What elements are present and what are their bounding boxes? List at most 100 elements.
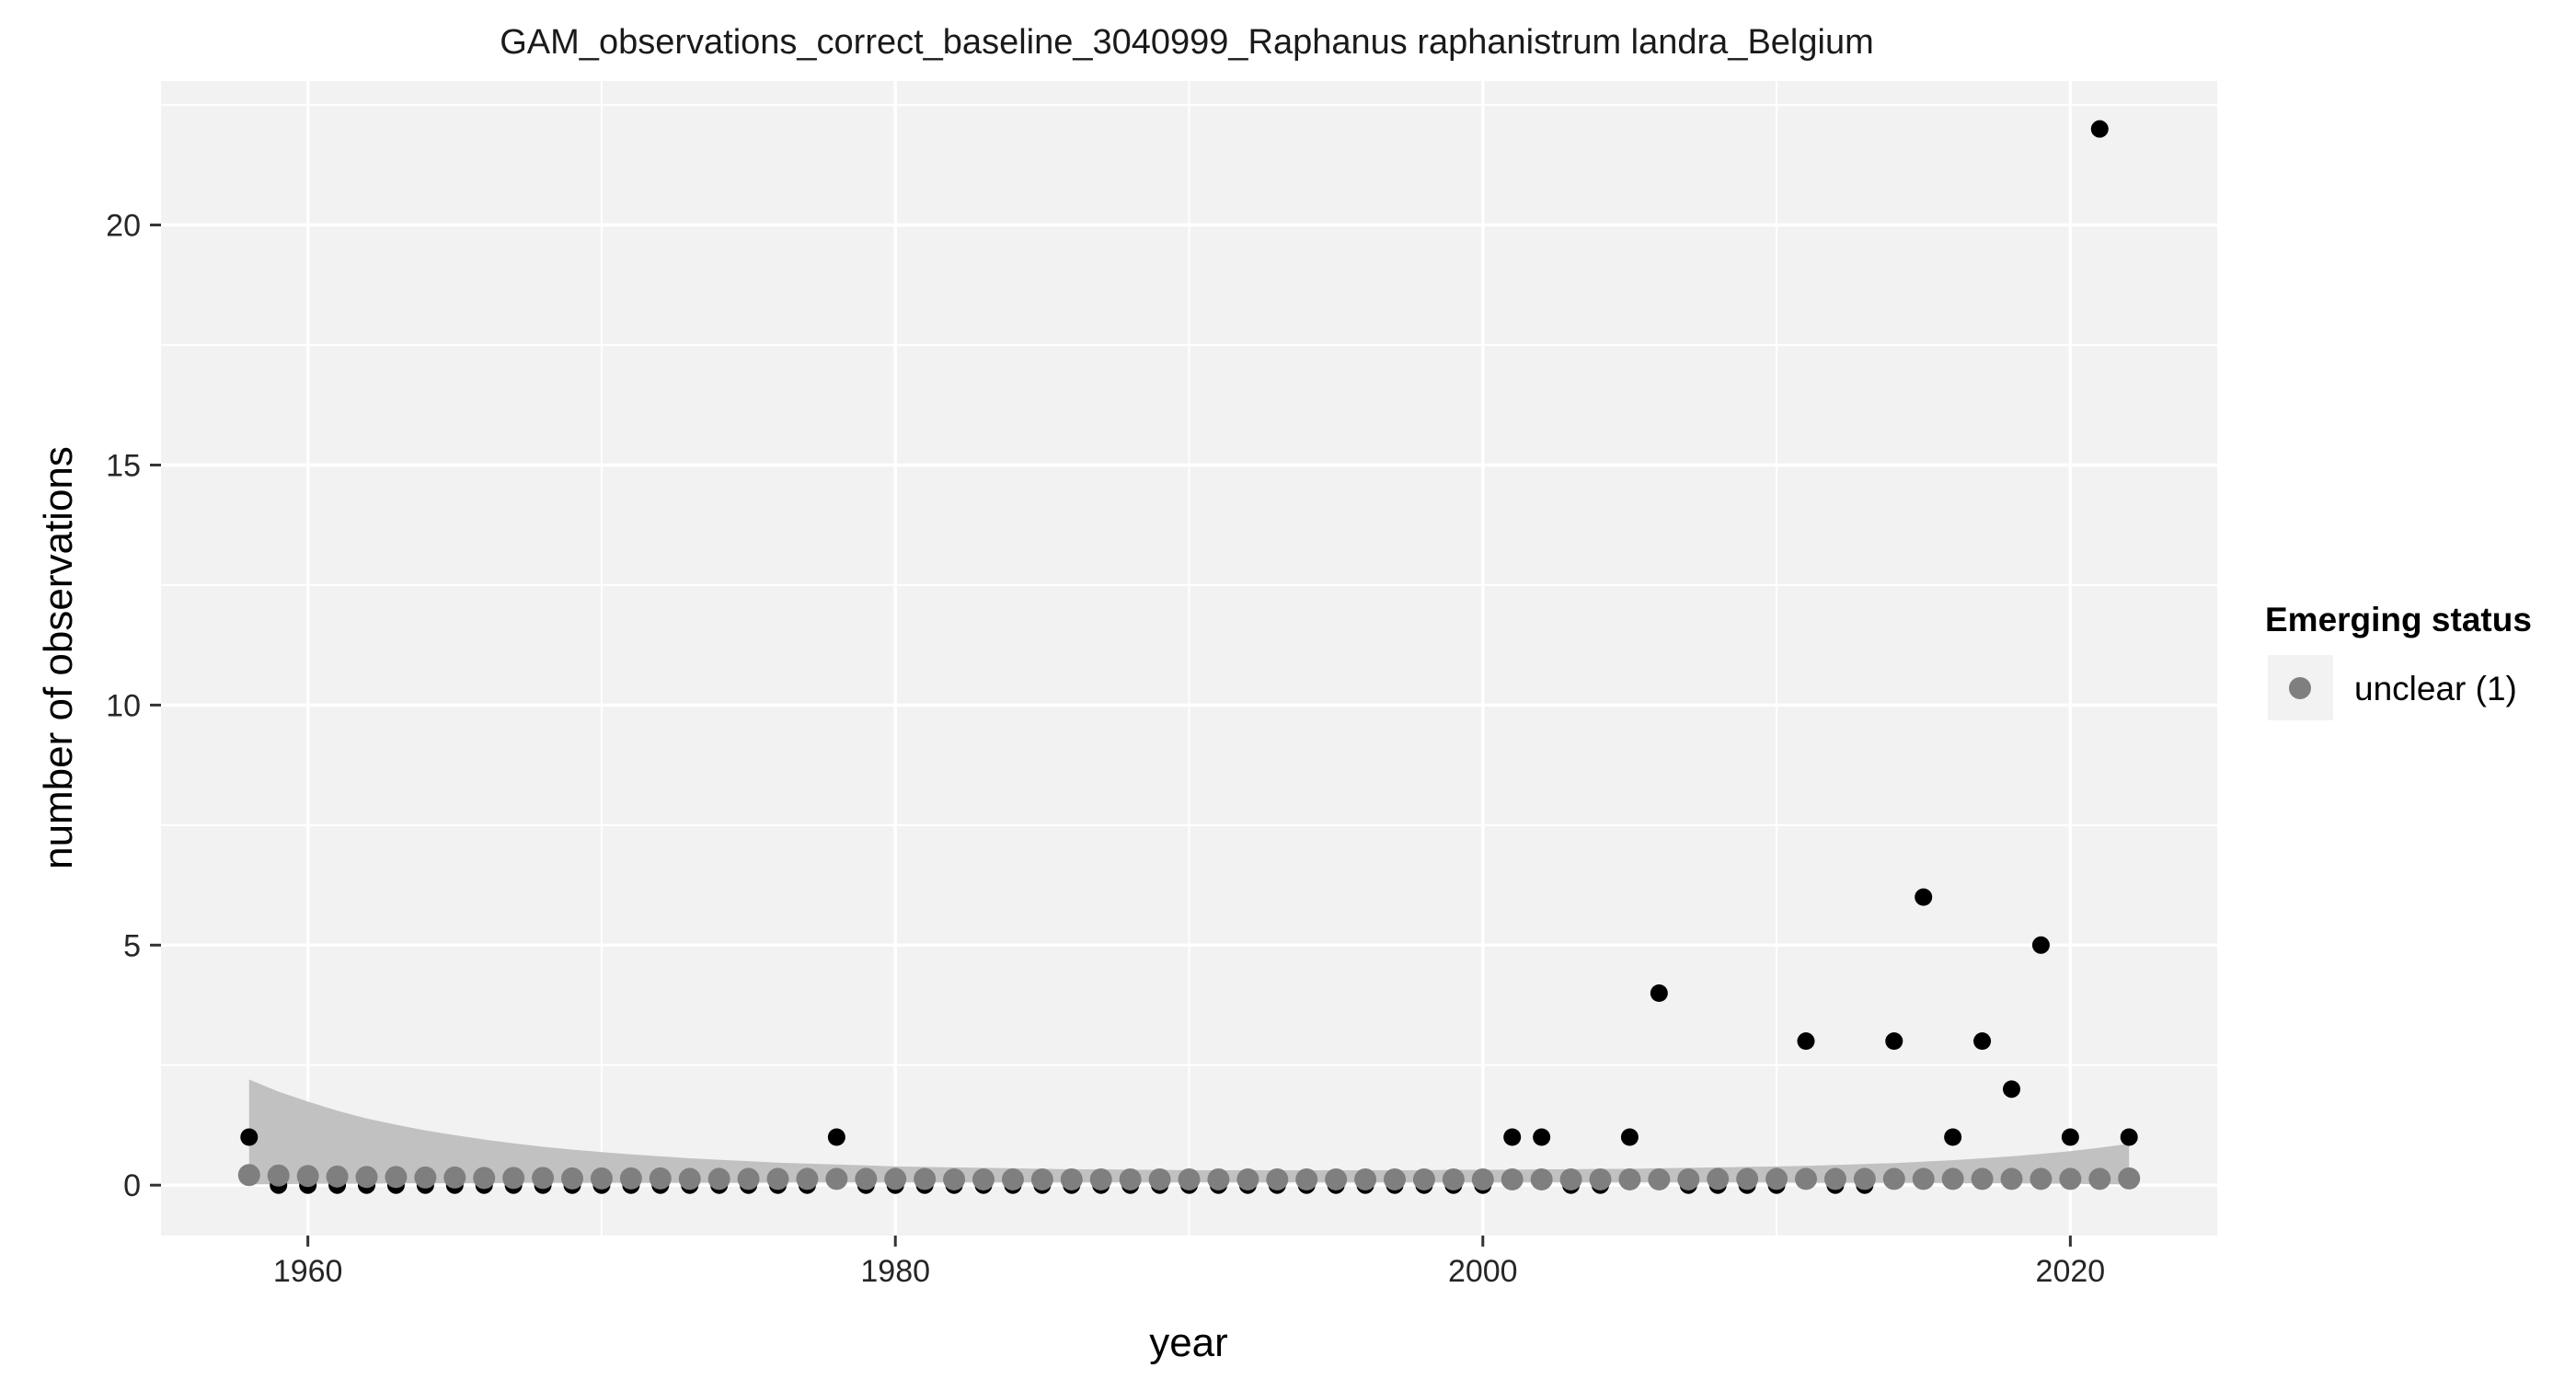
fitted-point <box>1266 1167 1289 1190</box>
fitted-point <box>1912 1167 1935 1190</box>
fitted-point <box>1941 1167 1964 1190</box>
legend-key-point <box>2289 677 2311 699</box>
fitted-point <box>943 1167 966 1190</box>
fitted-point <box>414 1166 437 1189</box>
legend-entry-label: unclear (1) <box>2354 670 2517 707</box>
fitted-point <box>1236 1167 1259 1190</box>
fitted-point <box>855 1167 878 1190</box>
fitted-point <box>649 1167 672 1190</box>
fitted-point <box>237 1164 260 1187</box>
fitted-point <box>884 1167 907 1190</box>
chart-title: GAM_observations_correct_baseline_304099… <box>500 23 1874 62</box>
fitted-point <box>1295 1167 1318 1190</box>
y-tick-label: 5 <box>123 928 141 963</box>
fitted-point <box>473 1167 496 1190</box>
observed-point <box>1797 1032 1815 1051</box>
fitted-point <box>267 1164 290 1187</box>
fitted-point <box>766 1167 789 1190</box>
fitted-point <box>1148 1167 1171 1190</box>
observed-point <box>2061 1128 2079 1146</box>
fitted-point <box>1501 1167 1524 1190</box>
observed-point <box>1944 1128 1962 1146</box>
fitted-point <box>2118 1167 2141 1190</box>
confidence-band-layer <box>248 1079 2130 1185</box>
observed-point <box>1885 1032 1903 1051</box>
fitted-point <box>590 1167 613 1190</box>
y-tick-label: 0 <box>123 1168 141 1203</box>
fitted-point <box>1795 1167 1817 1190</box>
legend-title: Emerging status <box>2265 601 2532 638</box>
fitted-point <box>678 1167 701 1190</box>
fitted-point <box>1853 1167 1876 1190</box>
fitted-point <box>1325 1167 1348 1190</box>
fitted-point <box>825 1167 848 1190</box>
x-tick-label: 1980 <box>860 1254 930 1289</box>
observed-point <box>1973 1032 1992 1051</box>
x-tick-label: 1960 <box>273 1254 343 1289</box>
fitted-point <box>296 1165 319 1188</box>
x-tick-label: 2020 <box>2036 1254 2106 1289</box>
fitted-point <box>1089 1167 1112 1190</box>
fitted-point <box>914 1167 937 1190</box>
fitted-point <box>1882 1167 1905 1190</box>
fitted-point <box>443 1166 466 1189</box>
legend: Emerging status unclear (1) <box>2265 601 2532 720</box>
fitted-point <box>1207 1167 1230 1190</box>
fitted-point <box>619 1167 642 1190</box>
y-axis-label: number of observations <box>36 446 81 869</box>
fitted-point <box>1707 1167 1730 1190</box>
y-tick-label: 15 <box>106 448 141 483</box>
fitted-point <box>1354 1167 1377 1190</box>
fitted-point <box>707 1167 730 1190</box>
fitted-point <box>796 1167 819 1190</box>
y-tick-label: 10 <box>106 688 141 723</box>
fitted-point <box>1736 1167 1759 1190</box>
fitted-point <box>1060 1167 1083 1190</box>
fitted-point <box>502 1167 525 1190</box>
fitted-points <box>237 1164 2141 1190</box>
observed-point <box>827 1128 845 1146</box>
fitted-point <box>1971 1167 1994 1190</box>
fitted-point <box>1677 1167 1700 1190</box>
fitted-point <box>1412 1167 1435 1190</box>
fitted-point <box>1530 1167 1553 1190</box>
fitted-point <box>1471 1167 1494 1190</box>
x-axis-label: year <box>1149 1320 1228 1365</box>
fitted-point <box>1618 1167 1641 1190</box>
fitted-point <box>532 1167 555 1190</box>
x-tick-label: 2000 <box>1448 1254 1518 1289</box>
observed-point <box>2090 120 2109 138</box>
observed-point <box>2120 1128 2138 1146</box>
fitted-point <box>1589 1167 1612 1190</box>
observed-point <box>1503 1128 1522 1146</box>
fitted-point <box>1765 1167 1788 1190</box>
fitted-point <box>737 1167 760 1190</box>
fitted-point <box>561 1167 583 1190</box>
fitted-point <box>1442 1167 1465 1190</box>
fitted-point <box>1001 1167 1024 1190</box>
fitted-point <box>2088 1167 2111 1190</box>
x-axis: 1960 1980 2000 2020 <box>273 1236 2105 1289</box>
observed-point <box>1650 983 1668 1002</box>
observed-point <box>1915 888 1933 906</box>
y-tick-label: 20 <box>106 209 141 244</box>
fitted-point <box>1384 1167 1406 1190</box>
observed-point <box>2003 1080 2020 1098</box>
confidence-band <box>248 1079 2130 1185</box>
observed-point <box>240 1128 259 1146</box>
observed-point <box>2031 936 2050 954</box>
fitted-point <box>1119 1167 1142 1190</box>
observed-point <box>1533 1128 1551 1146</box>
grid-lines <box>161 81 2217 1236</box>
fitted-point <box>2000 1167 2023 1190</box>
fitted-point <box>326 1165 349 1188</box>
y-axis: 0 5 10 15 20 <box>106 209 161 1203</box>
fitted-point <box>972 1167 995 1190</box>
fitted-point <box>1178 1167 1201 1190</box>
fitted-point <box>2059 1167 2082 1190</box>
fitted-point <box>2030 1167 2053 1190</box>
fitted-point <box>1030 1167 1053 1190</box>
fitted-point <box>355 1166 378 1189</box>
fitted-point <box>1559 1167 1582 1190</box>
